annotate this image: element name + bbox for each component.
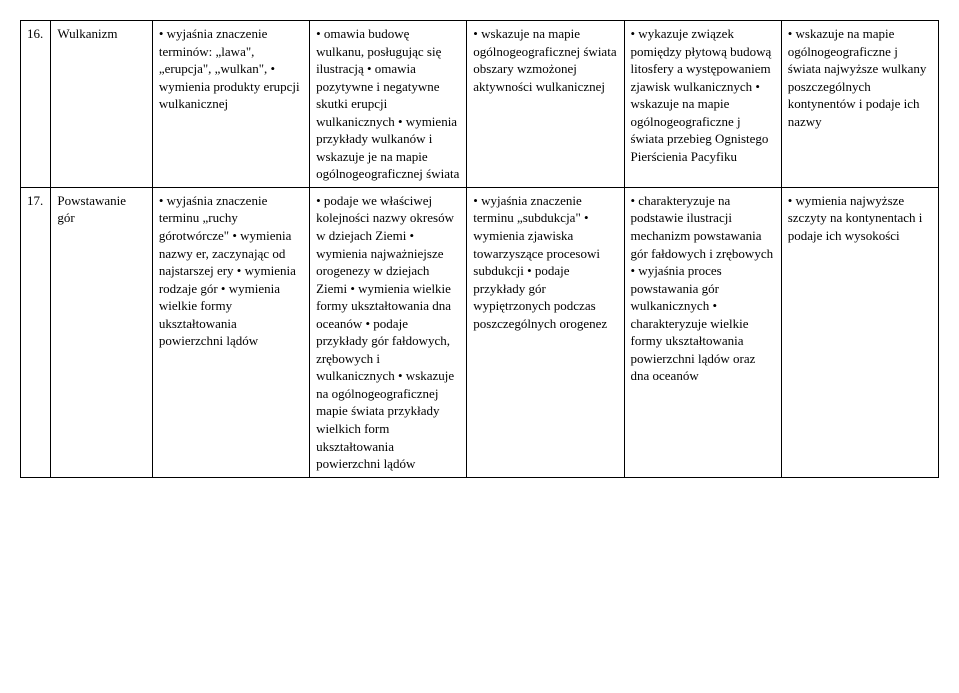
table-row: 17. Powstawanie gór • wyjaśnia znaczenie… bbox=[21, 187, 939, 477]
row-topic: Wulkanizm bbox=[51, 21, 152, 188]
cell-c4: • charakteryzuje na podstawie ilustracji… bbox=[624, 187, 781, 477]
cell-c1: • wyjaśnia znaczenie terminów: „lawa", „… bbox=[152, 21, 309, 188]
cell-c1: • wyjaśnia znaczenie terminu „ruchy góro… bbox=[152, 187, 309, 477]
cell-c2: • omawia budowę wulkanu, posługując się … bbox=[310, 21, 467, 188]
cell-c3: • wskazuje na mapie ogólnogeograficznej … bbox=[467, 21, 624, 188]
cell-c2: • podaje we właściwej kolejności nazwy o… bbox=[310, 187, 467, 477]
curriculum-table: 16. Wulkanizm • wyjaśnia znaczenie termi… bbox=[20, 20, 939, 478]
row-number: 17. bbox=[21, 187, 51, 477]
cell-c5: • wymienia najwyższe szczyty na kontynen… bbox=[781, 187, 938, 477]
cell-c3: • wyjaśnia znaczenie terminu „subdukcja"… bbox=[467, 187, 624, 477]
cell-c5: • wskazuje na mapie ogólnogeograficzne j… bbox=[781, 21, 938, 188]
table-row: 16. Wulkanizm • wyjaśnia znaczenie termi… bbox=[21, 21, 939, 188]
row-topic: Powstawanie gór bbox=[51, 187, 152, 477]
row-number: 16. bbox=[21, 21, 51, 188]
cell-c4: • wykazuje związek pomiędzy płytową budo… bbox=[624, 21, 781, 188]
